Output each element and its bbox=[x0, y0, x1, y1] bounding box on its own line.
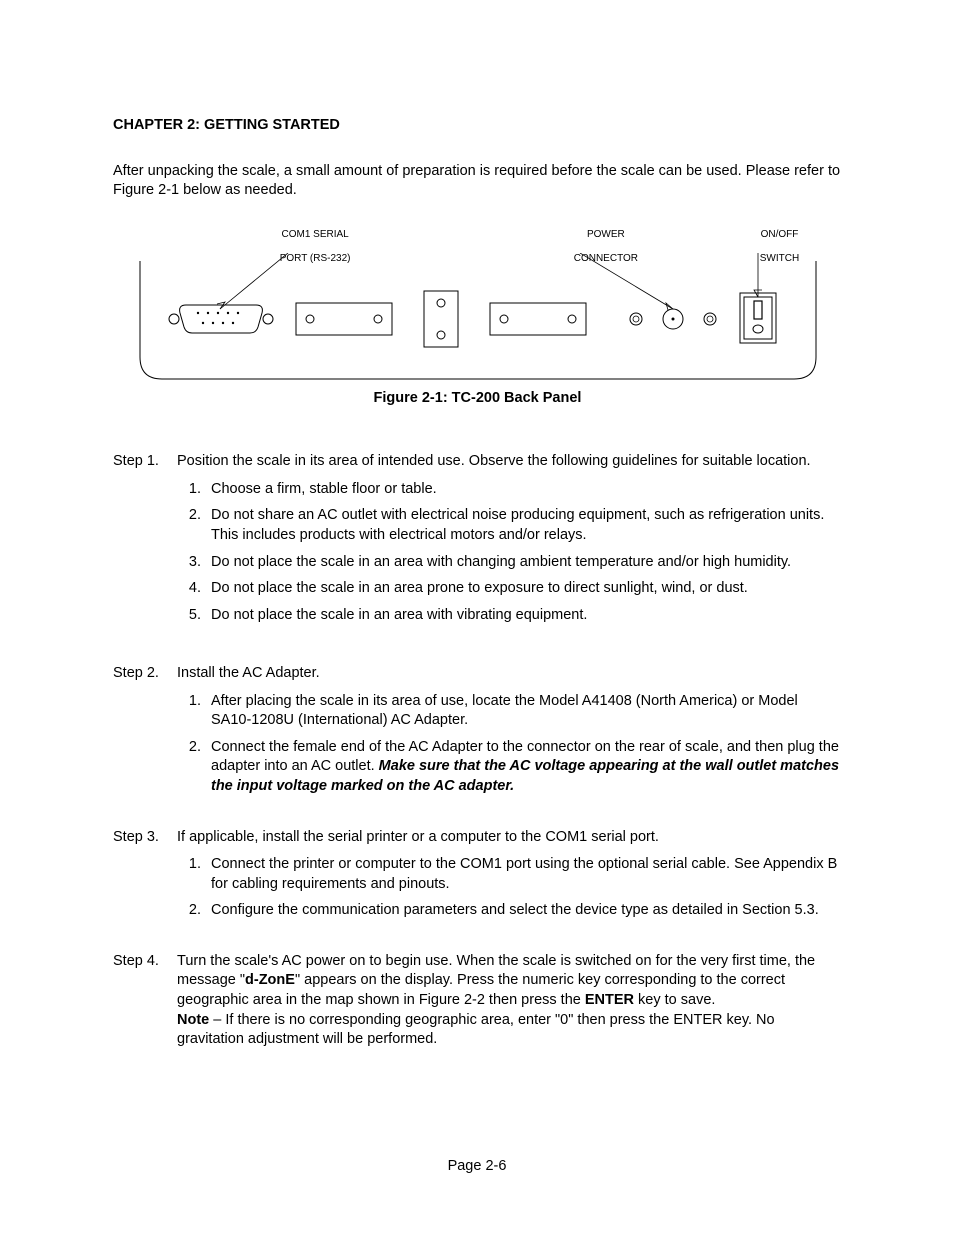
step-1-item-4: Do not place the scale in an area prone … bbox=[205, 579, 842, 599]
step-3-item-2: Configure the communication parameters a… bbox=[205, 901, 842, 921]
step-3-label: Step 3. bbox=[113, 828, 177, 928]
step-1-label: Step 1. bbox=[113, 452, 177, 632]
power-connector-icon bbox=[630, 309, 716, 329]
step-2-item-2: Connect the female end of the AC Adapter… bbox=[205, 738, 842, 797]
figure-labels: COM1 SERIAL PORT (RS-232) POWER CONNECTO… bbox=[138, 213, 818, 253]
rs232-port-icon bbox=[169, 305, 273, 333]
step-4-label: Step 4. bbox=[113, 952, 177, 1050]
step-2-body: Install the AC Adapter. After placing th… bbox=[177, 664, 842, 803]
step-3-text: If applicable, install the serial printe… bbox=[177, 829, 659, 845]
cover-plate-3-icon bbox=[490, 303, 586, 335]
step-4-text-d: ENTER bbox=[585, 992, 634, 1008]
step-3-list: Connect the printer or computer to the C… bbox=[177, 855, 842, 921]
step-1-item-2: Do not share an AC outlet with electrica… bbox=[205, 506, 842, 545]
label-switch: ON/OFF SWITCH bbox=[738, 217, 800, 277]
step-2-label: Step 2. bbox=[113, 664, 177, 803]
step-2: Step 2. Install the AC Adapter. After pl… bbox=[113, 664, 842, 803]
step-1: Step 1. Position the scale in its area o… bbox=[113, 452, 842, 632]
figure-2-1: COM1 SERIAL PORT (RS-232) POWER CONNECTO… bbox=[113, 213, 842, 409]
step-1-list: Choose a firm, stable floor or table. Do… bbox=[177, 480, 842, 625]
step-2-list: After placing the scale in its area of u… bbox=[177, 692, 842, 797]
step-3-item-1: Connect the printer or computer to the C… bbox=[205, 855, 842, 894]
chapter-title: CHAPTER 2: GETTING STARTED bbox=[113, 116, 842, 136]
step-2-text: Install the AC Adapter. bbox=[177, 665, 320, 681]
step-4-text-f: Note bbox=[177, 1012, 209, 1028]
label-com1-line2: PORT (RS-232) bbox=[280, 253, 351, 264]
step-1-item-1: Choose a firm, stable floor or table. bbox=[205, 480, 842, 500]
step-4-text-b: d-ZonE bbox=[245, 972, 295, 988]
step-1-item-5: Do not place the scale in an area with v… bbox=[205, 606, 842, 626]
label-power-line2: CONNECTOR bbox=[574, 253, 638, 264]
cover-plate-2-icon bbox=[424, 291, 458, 347]
label-switch-line2: SWITCH bbox=[760, 253, 799, 264]
step-4: Step 4. Turn the scale's AC power on to … bbox=[113, 952, 842, 1050]
figure-caption: Figure 2-1: TC-200 Back Panel bbox=[113, 389, 842, 409]
label-power-line1: POWER bbox=[587, 229, 625, 240]
label-power: POWER CONNECTOR bbox=[552, 217, 639, 277]
step-3-body: If applicable, install the serial printe… bbox=[177, 828, 842, 928]
step-1-body: Position the scale in its area of intend… bbox=[177, 452, 842, 632]
back-panel-diagram bbox=[138, 253, 818, 381]
step-4-text-g: – If there is no corresponding geographi… bbox=[177, 1012, 775, 1048]
page-number: Page 2-6 bbox=[0, 1157, 954, 1177]
step-3: Step 3. If applicable, install the seria… bbox=[113, 828, 842, 928]
step-1-item-3: Do not place the scale in an area with c… bbox=[205, 553, 842, 573]
cover-plate-1-icon bbox=[296, 303, 392, 335]
step-4-body: Turn the scale's AC power on to begin us… bbox=[177, 952, 842, 1050]
label-com1-line1: COM1 SERIAL bbox=[281, 229, 348, 240]
label-com1: COM1 SERIAL PORT (RS-232) bbox=[258, 217, 351, 277]
label-switch-line1: ON/OFF bbox=[761, 229, 799, 240]
step-1-text: Position the scale in its area of intend… bbox=[177, 453, 811, 469]
on-off-switch-icon bbox=[740, 293, 776, 343]
document-page: CHAPTER 2: GETTING STARTED After unpacki… bbox=[0, 0, 954, 1235]
intro-paragraph: After unpacking the scale, a small amoun… bbox=[113, 162, 842, 201]
step-2-item-1: After placing the scale in its area of u… bbox=[205, 692, 842, 731]
step-4-text-e: key to save. bbox=[634, 992, 715, 1008]
